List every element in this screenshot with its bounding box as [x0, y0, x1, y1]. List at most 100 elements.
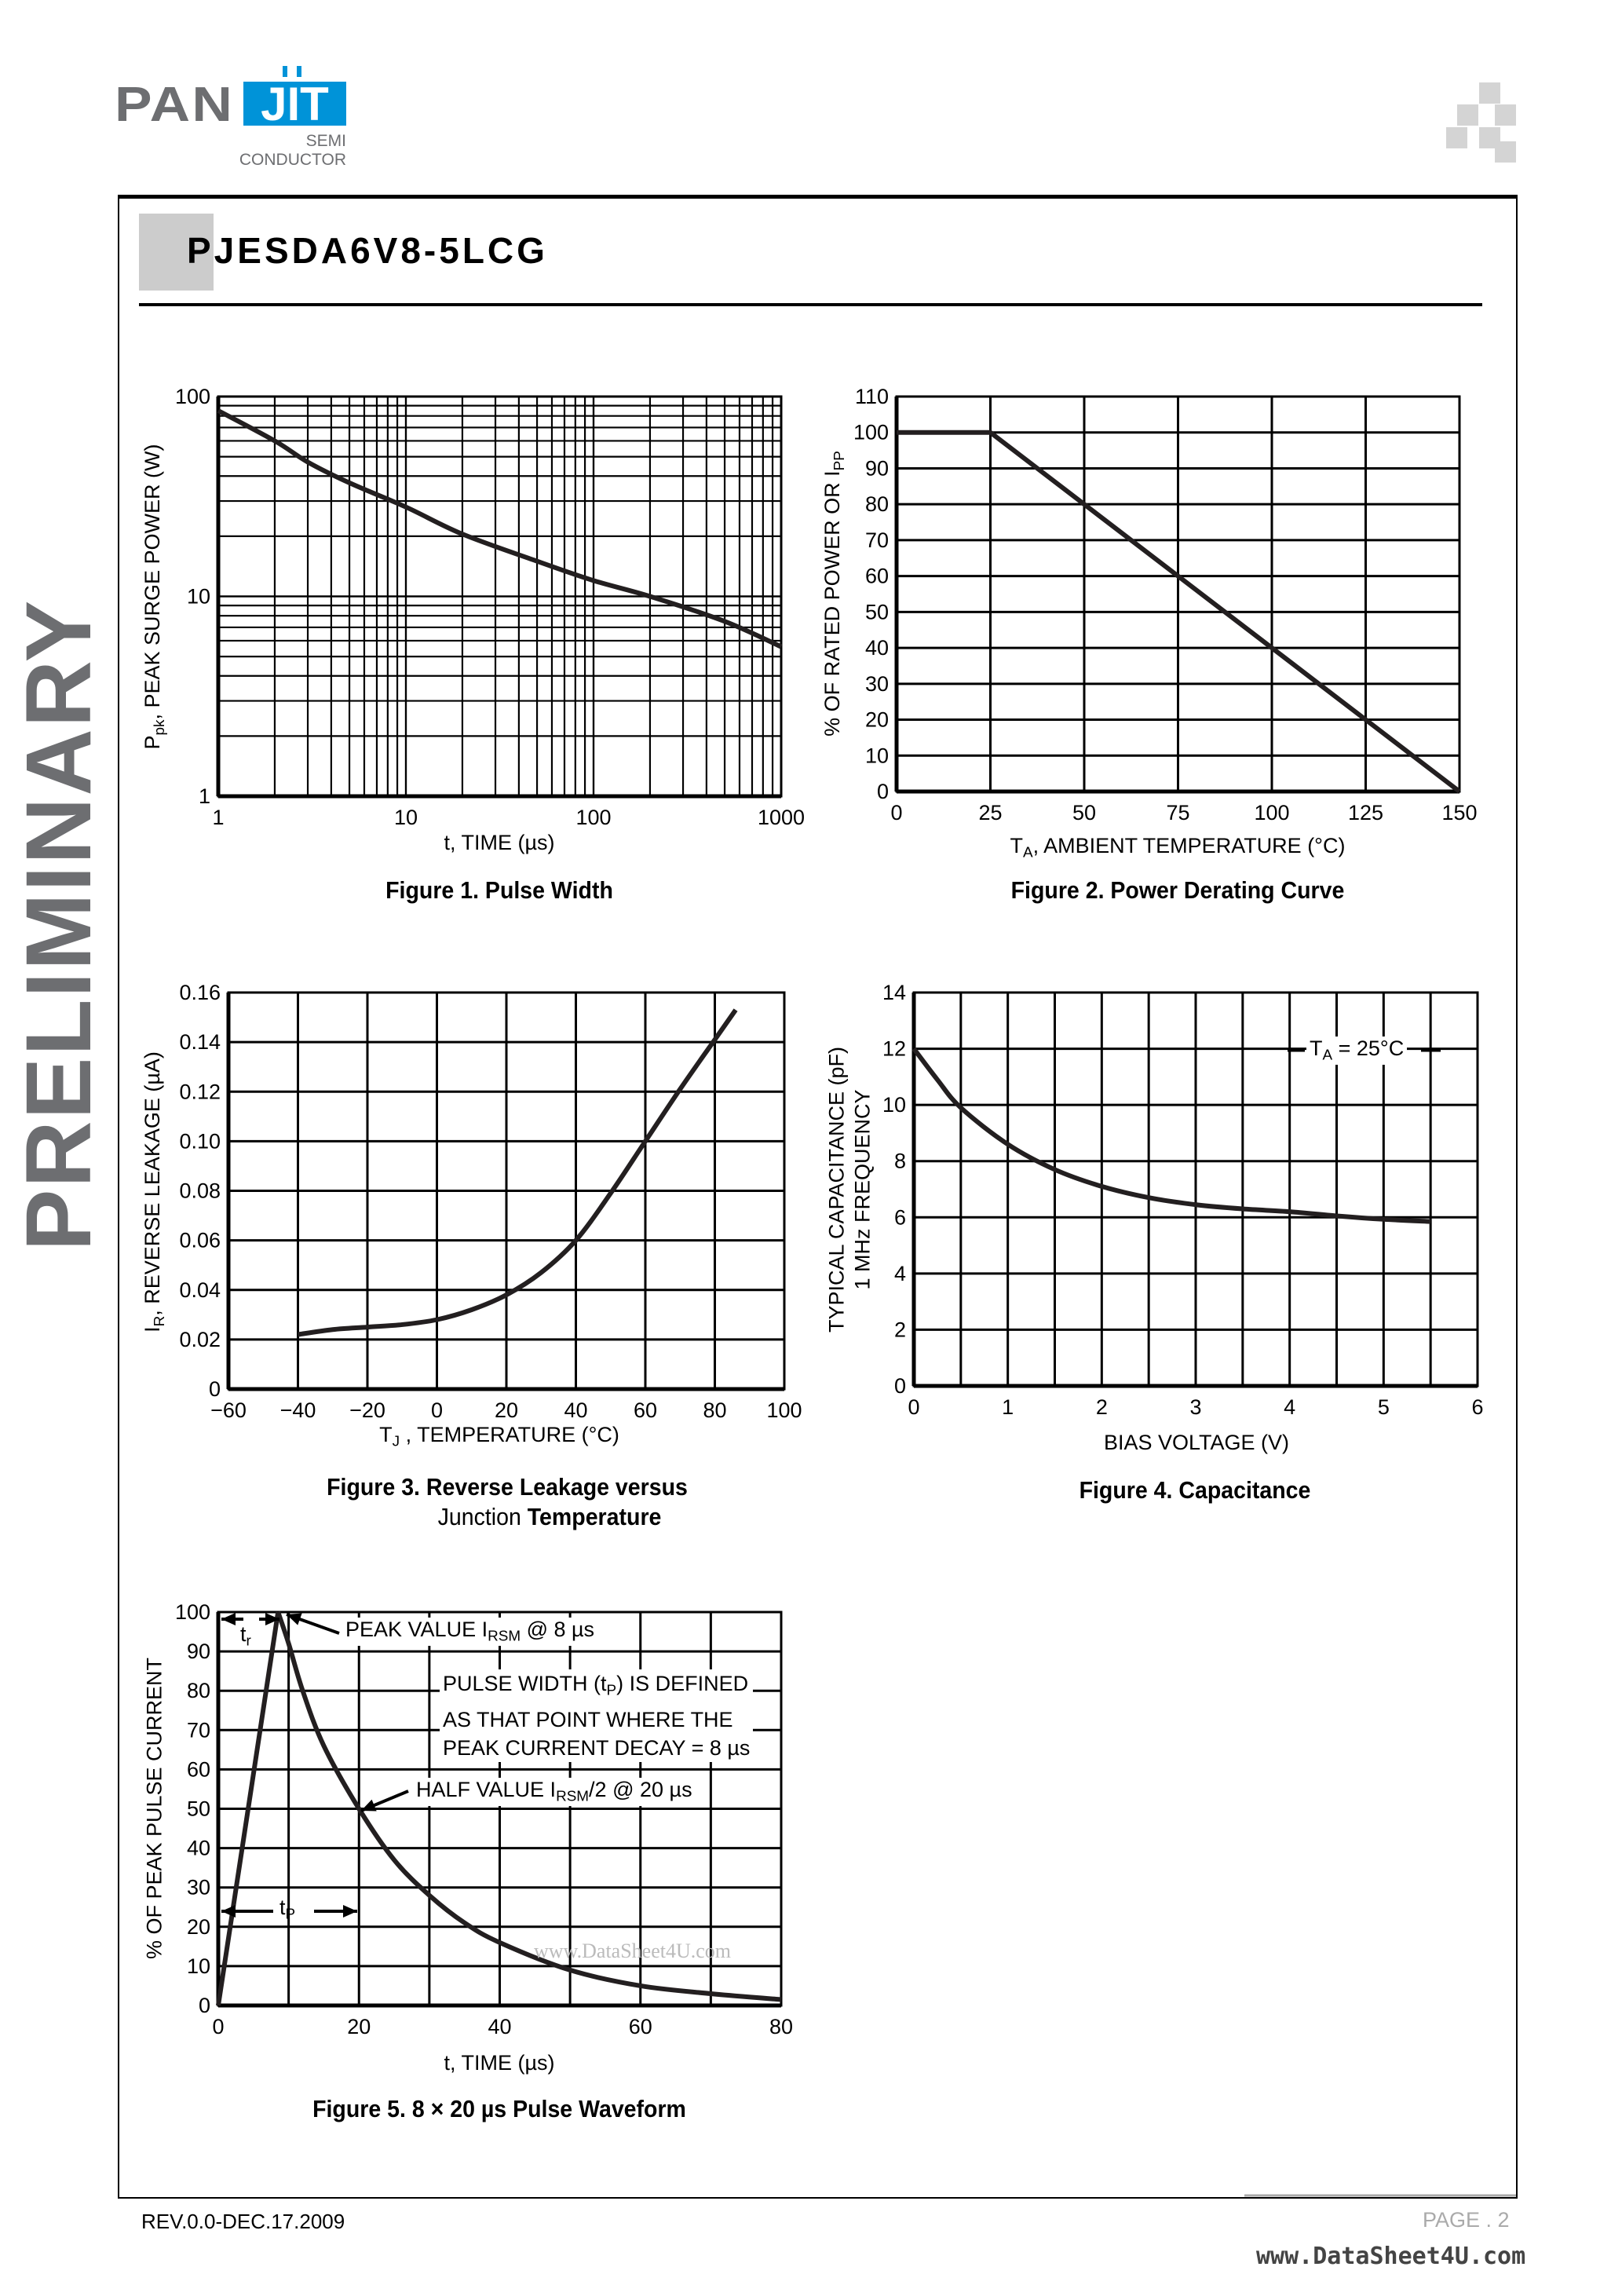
fig1-x-tick-label: 1 [212, 806, 224, 829]
fig1-series-line [217, 408, 783, 649]
fig5-pw-line2: AS THAT POINT WHERE THE [443, 1707, 733, 1731]
fig5-pw-line3: PEAK CURRENT DECAY = 8 µs [443, 1735, 751, 1760]
fig2-ylabel-sub: PP [831, 451, 848, 471]
fig3-y-tick-label: 0.12 [179, 1080, 221, 1103]
fig5-tp-arrow-right-head [343, 1905, 357, 1918]
site-watermark-faint: www.DataSheet4U.com [534, 1940, 732, 1962]
fig2-x-tick-label: 0 [890, 801, 902, 824]
fig4-series-line [911, 1047, 1431, 1224]
fig4-x-tick-label: 6 [1471, 1395, 1483, 1419]
page-frame [118, 195, 1518, 2199]
fig4-x-tick-label: 0 [908, 1395, 919, 1419]
fig2-caption: Figure 2. Power Derating Curve [1010, 876, 1345, 904]
logo-sub-conductor: CONDUCTOR [239, 151, 346, 169]
fig2-y-tick-label: 0 [877, 780, 889, 803]
fig4-x-tick-label: 2 [1096, 1395, 1108, 1419]
fig2-y-tick-label: 90 [865, 456, 889, 480]
fig2-y-tick-label: 40 [865, 636, 889, 660]
fig5-tr-label: tr [237, 1622, 254, 1651]
fig5-x-tick-label: 60 [629, 2015, 652, 2038]
fig5-y-tick-label: 40 [187, 1837, 210, 1860]
fig3-xlabel-sub: J [392, 1433, 400, 1450]
fig3-xlabel: TJ , TEMPERATURE (°C) [379, 1423, 619, 1451]
fig3-y-tick-label: 0.08 [179, 1179, 221, 1203]
fig2-series-line [897, 430, 1461, 794]
fig5-y-tick-label: 0 [199, 1994, 210, 2017]
fig1-ylabel-main: P [141, 735, 165, 750]
fig5-xlabel: t, TIME (µs) [444, 2051, 555, 2075]
fig2-y-tick-label: 110 [855, 385, 889, 408]
fig2-xlabel-main: T [1010, 834, 1024, 857]
fig4-ann-rest: = 25°C [1332, 1036, 1405, 1060]
fig1-caption: Figure 1. Pulse Width [385, 876, 613, 904]
fig5-half-main: HALF VALUE I [416, 1778, 557, 1801]
footer-page-number: PAGE . 2 [1423, 2208, 1510, 2232]
fig1-x-tick-label: 1000 [758, 806, 805, 829]
fig2-y-tick-label: 70 [865, 528, 889, 552]
fig2-x-tick-label: 75 [1166, 801, 1189, 824]
fig5-tr-main: t [240, 1622, 247, 1646]
fig5-tr-arrow-right-head [265, 1613, 279, 1625]
fig4-ann-main: T [1310, 1036, 1323, 1060]
fig5-x-tick-label: 80 [769, 2015, 793, 2038]
fig1-ylabel-sub: pk [151, 719, 168, 736]
fig3-x-tick-label: −60 [210, 1398, 247, 1422]
fig1-x-tick-label: 100 [575, 806, 611, 829]
fig2-y-tick-label: 60 [865, 565, 889, 588]
fig2-x-tick-label: 125 [1348, 801, 1383, 824]
fig5-tp-label: tP [276, 1896, 298, 1924]
fig1-y-tick-label: 1 [199, 784, 210, 808]
logo-pan-text: PAN [115, 78, 235, 132]
fig1-xlabel: t, TIME (µs) [444, 831, 555, 854]
fig4-y-tick-label: 0 [894, 1374, 906, 1398]
fig5-half-annotation: HALF VALUE IRSM/2 @ 20 µs [413, 1778, 696, 1806]
fig3-ylabel-rest: , REVERSE LEAKAGE (µA) [141, 1051, 165, 1316]
fig5-tr-sub: r [246, 1632, 251, 1650]
fig5-x-tick-label: 40 [488, 2015, 511, 2038]
fig5-pw-line1-main: PULSE WIDTH (t [443, 1672, 607, 1695]
fig2-y-tick-label: 10 [865, 744, 889, 767]
fig1-y-tick-label: 10 [187, 585, 210, 609]
fig3-ylabel-sub: R [151, 1315, 168, 1327]
fig5-peak-arrow-head [287, 1613, 302, 1625]
fig3-y-tick-label: 0.10 [179, 1129, 221, 1153]
fig5-tp-main: t [279, 1896, 286, 1919]
logo-jit-box [243, 82, 346, 126]
fig3-x-tick-label: 40 [564, 1398, 587, 1422]
footer-revision: REV.0.0-DEC.17.2009 [141, 2210, 345, 2233]
fig4-x-tick-label: 3 [1189, 1395, 1201, 1419]
fig3-ylabel: IR, REVERSE LEAKAGE (µA) [141, 1051, 169, 1333]
fig2-ylabel: % OF RATED POWER OR IPP [820, 451, 849, 737]
fig3-y-tick-label: 0.14 [179, 1030, 221, 1054]
fig3-caption-light: Junction [437, 1503, 521, 1530]
fig5-peak-annotation: PEAK VALUE IRSM @ 8 µs [342, 1618, 598, 1646]
fig5-half-arrow-head [361, 1799, 377, 1812]
fig4-ylabel-line2: 1 MHz FREQUENCY [850, 1089, 875, 1290]
fig3-x-tick-label: 100 [766, 1398, 802, 1422]
fig2-y-tick-label: 30 [865, 672, 889, 696]
fig5-pw-line1: PULSE WIDTH (tP) IS DEFINED [443, 1669, 750, 1706]
fig4-x-tick-label: 5 [1378, 1395, 1390, 1419]
footer-site-watermark[interactable]: www.DataSheet4U.com [1256, 2243, 1526, 2270]
fig5-x-tick-label: 20 [347, 2015, 371, 2038]
fig3-caption-line2: Junction Temperature [438, 1503, 662, 1531]
fig5-half-rest: /2 @ 20 µs [589, 1778, 692, 1801]
fig2-y-tick-label: 50 [865, 600, 889, 623]
fig4-y-tick-label: 14 [882, 981, 906, 1004]
fig5-y-tick-label: 10 [187, 1954, 210, 1978]
fig3-series-line [298, 1008, 738, 1337]
fig5-half-sub: RSM [556, 1788, 590, 1805]
fig3-x-tick-label: −40 [280, 1398, 316, 1422]
fig2-x-tick-label: 50 [1072, 801, 1096, 824]
fig5-y-tick-label: 80 [187, 1679, 210, 1702]
fig1-ylabel: Ppk, PEAK SURGE POWER (W) [141, 444, 169, 750]
fig5-ylabel: % OF PEAK PULSE CURRENT [142, 1657, 166, 1960]
fig4-y-tick-label: 8 [894, 1150, 906, 1173]
fig5-y-tick-label: 20 [187, 1915, 210, 1939]
fig4-y-tick-label: 6 [894, 1205, 906, 1229]
fig5-y-tick-label: 60 [187, 1757, 210, 1781]
fig5-y-tick-label: 30 [187, 1876, 210, 1899]
fig4-temperature-annotation: TA = 25°C [1306, 1036, 1408, 1065]
fig3-x-tick-label: 20 [495, 1398, 518, 1422]
fig3-ylabel-main: I [141, 1326, 165, 1333]
